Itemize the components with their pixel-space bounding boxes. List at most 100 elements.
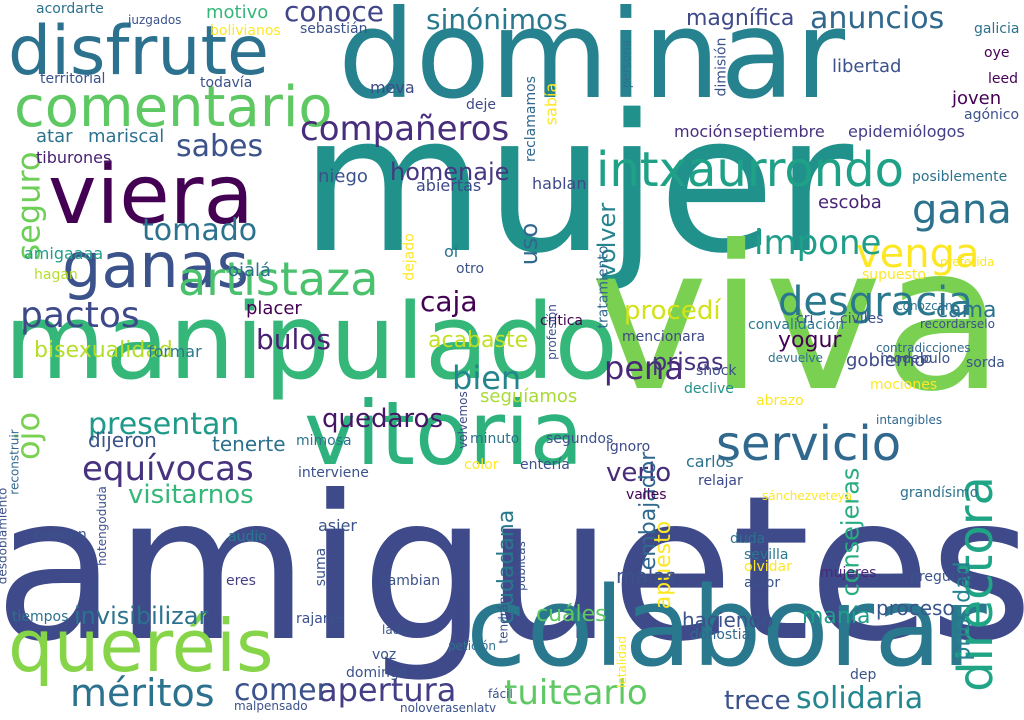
word-hotengoduda: hotengoduda xyxy=(94,486,109,566)
word-ignoro: ignoro xyxy=(606,439,651,455)
word-malpensado: malpensado xyxy=(234,699,308,713)
word-acordarte: acordarte xyxy=(36,1,104,17)
word-procedi: procedí xyxy=(624,296,721,326)
word-actor: actor xyxy=(744,575,781,591)
word-sanchezveteya: sánchezveteya xyxy=(762,489,853,503)
word-agonico: agónico xyxy=(964,107,1020,123)
word-tratamiento: tratamiento xyxy=(595,245,612,329)
word-posiblemente: posiblemente xyxy=(912,169,1008,185)
word-dijeron: dijeron xyxy=(88,428,157,452)
word-escoba: escoba xyxy=(818,192,882,213)
word-viera: viera xyxy=(48,148,254,243)
word-letalidad: letalidad xyxy=(615,635,630,689)
word-abrazo: abrazo xyxy=(756,393,804,409)
word-territorial: territorial xyxy=(40,71,106,87)
word-oi: oi xyxy=(444,242,459,261)
word-segundos: segundos xyxy=(546,431,614,447)
word-domingo: domingo xyxy=(346,665,408,681)
word-yogur: yogur xyxy=(778,328,842,353)
word-deje: deje xyxy=(466,97,497,113)
word-convalidacion: convalidación xyxy=(748,317,845,333)
word-solidaria: solidaria xyxy=(796,681,924,716)
word-amigaaaa: amigaaaa xyxy=(24,244,104,263)
word-tiburones: tiburones xyxy=(36,148,112,167)
word-malas: malas xyxy=(616,564,676,588)
word-duda: duda xyxy=(730,531,766,547)
word-quereis: queréis xyxy=(8,604,274,688)
word-equivocas: equívocas xyxy=(82,449,254,489)
word-colaborar: colaborar xyxy=(466,563,987,691)
word-mociones: mociones xyxy=(870,377,938,393)
word-libertad: libertad xyxy=(832,56,902,77)
word-cambian: cambian xyxy=(380,573,441,589)
word-critica: crítica xyxy=(540,313,583,329)
word-volvemos: volvemos xyxy=(455,391,470,449)
word-reconstruir: reconstruir xyxy=(7,429,22,495)
word-hagan: hagan xyxy=(34,267,78,283)
word-galicia: galicia xyxy=(974,21,1020,37)
word-comentario: comentario xyxy=(14,75,333,140)
word-impone: impone xyxy=(754,223,882,263)
word-sevilla: sevilla xyxy=(744,547,789,563)
word-leed: leed xyxy=(988,71,1019,87)
word-servicio: servicio xyxy=(716,416,902,472)
word-magnifica: magnífica xyxy=(686,6,795,31)
word-relajar: relajar xyxy=(698,473,743,489)
word-bien: bien xyxy=(452,359,522,397)
word-donostia: dónostia xyxy=(690,627,751,643)
word-rajarse: rajarse xyxy=(296,611,345,627)
word-enteria: entería xyxy=(520,457,570,473)
word-bulo: bulo xyxy=(920,351,951,367)
word-abiertas: abiertas xyxy=(416,176,482,195)
word-profesion: profesión xyxy=(544,304,559,360)
word-sabia: sabía xyxy=(541,82,561,126)
word-pena: pena xyxy=(604,349,684,387)
word-quedaros: quedaros xyxy=(322,404,443,434)
word-sebastian: sebastián xyxy=(300,21,368,37)
word-manipulado: manipulado xyxy=(4,281,619,403)
word-meritos: méritos xyxy=(70,671,215,715)
word-anuncios: anuncios xyxy=(810,1,945,36)
word-pactos: pactos xyxy=(20,295,140,336)
word-disfrute: disfrute xyxy=(8,12,269,91)
word-persona: persona xyxy=(619,39,634,89)
word-declive: declive xyxy=(684,381,734,397)
word-vitoria: vitoria xyxy=(304,382,584,485)
word-mencionara: mencionara xyxy=(622,329,706,345)
word-joven: joven xyxy=(952,88,1002,109)
word-valles: valles xyxy=(626,487,667,503)
word-mujeres: mujeres xyxy=(820,565,877,581)
word-dejado: dejado xyxy=(401,233,418,281)
word-companeros: compañeros xyxy=(300,109,510,149)
word-ojala: ojalá xyxy=(228,260,272,281)
word-tuitearlo: tuitearlo xyxy=(504,673,648,713)
word-peticion: petición xyxy=(448,639,496,653)
word-invisibilizar: invisibilizar xyxy=(74,602,209,630)
word-todavia: todavía xyxy=(200,75,253,91)
word-ganas: ganas xyxy=(62,229,249,302)
word-carlos: carlos xyxy=(686,452,734,471)
word-interviene: interviene xyxy=(298,465,369,481)
word-juzgados: juzgados xyxy=(128,13,182,27)
word-caja: caja xyxy=(420,285,478,318)
word-meva: meva xyxy=(370,78,415,97)
word-cuales: cuáles xyxy=(536,602,607,627)
word-tomado: tomado xyxy=(142,213,258,248)
word-placer: placer xyxy=(246,298,302,319)
word-cama: cama xyxy=(936,298,997,323)
word-oye: oye xyxy=(984,45,1010,61)
word-contradicciones: contradicciones xyxy=(876,341,971,355)
word-uso: uso xyxy=(515,222,544,266)
word-bolivianos: bolivianos xyxy=(210,23,281,39)
word-supuesto: supuesto xyxy=(862,267,926,283)
word-lados: lados xyxy=(382,623,414,637)
word-trece: trece xyxy=(724,686,791,716)
word-mujer: mujer xyxy=(300,74,854,295)
word-eres: eres xyxy=(226,573,256,589)
word-civiles: civiles xyxy=(840,311,884,327)
word-noloverasenlatv: noloverasenlatv xyxy=(400,701,497,715)
word-amiguetes: amiguetes xyxy=(0,453,1024,686)
word-motivo: motivo xyxy=(206,2,269,23)
word-devuelve: devuelve xyxy=(768,351,823,365)
